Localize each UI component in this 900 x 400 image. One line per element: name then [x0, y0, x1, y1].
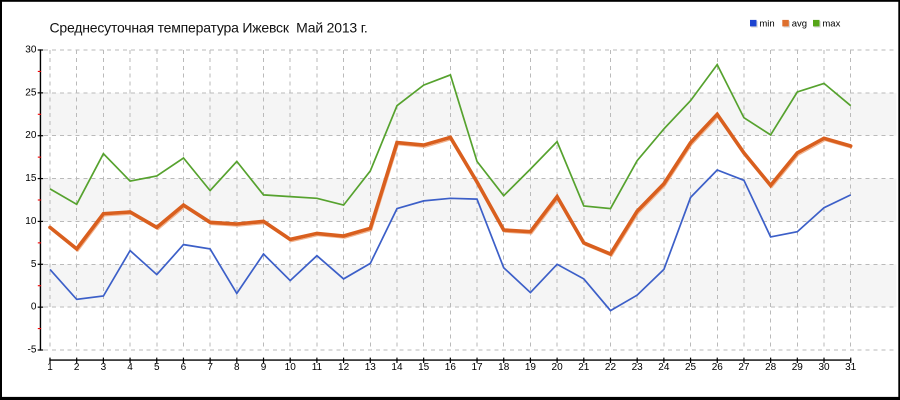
svg-text:avg: avg	[792, 19, 807, 30]
svg-text:24: 24	[658, 362, 670, 373]
svg-text:25: 25	[25, 87, 37, 98]
svg-text:30: 30	[25, 45, 37, 56]
svg-text:21: 21	[578, 362, 590, 373]
svg-text:14: 14	[391, 362, 403, 373]
svg-text:4: 4	[127, 362, 133, 373]
svg-text:6: 6	[181, 362, 187, 373]
svg-text:-5: -5	[27, 345, 36, 356]
svg-text:31: 31	[845, 362, 857, 373]
svg-text:Среднесуточная температура Иже: Среднесуточная температура Ижевск Май 20…	[50, 20, 368, 36]
svg-text:8: 8	[234, 362, 240, 373]
svg-text:12: 12	[338, 362, 350, 373]
svg-text:16: 16	[445, 362, 457, 373]
svg-text:1: 1	[47, 362, 53, 373]
svg-text:27: 27	[738, 362, 750, 373]
svg-text:20: 20	[552, 362, 564, 373]
svg-text:23: 23	[632, 362, 644, 373]
svg-text:2: 2	[74, 362, 80, 373]
svg-text:10: 10	[25, 216, 37, 227]
svg-text:0: 0	[31, 302, 37, 313]
svg-text:17: 17	[471, 362, 483, 373]
svg-text:28: 28	[765, 362, 777, 373]
svg-text:18: 18	[498, 362, 510, 373]
svg-text:7: 7	[207, 362, 213, 373]
svg-text:3: 3	[101, 362, 107, 373]
svg-text:15: 15	[25, 173, 37, 184]
svg-text:30: 30	[818, 362, 830, 373]
svg-text:26: 26	[712, 362, 724, 373]
svg-text:5: 5	[154, 362, 160, 373]
svg-text:max: max	[822, 19, 840, 30]
svg-text:9: 9	[261, 362, 267, 373]
svg-text:22: 22	[605, 362, 617, 373]
svg-text:min: min	[759, 19, 774, 30]
svg-text:11: 11	[312, 362, 323, 373]
svg-text:29: 29	[792, 362, 804, 373]
svg-text:13: 13	[365, 362, 377, 373]
svg-text:19: 19	[525, 362, 537, 373]
svg-text:5: 5	[31, 259, 37, 270]
svg-text:20: 20	[25, 130, 37, 141]
svg-text:10: 10	[285, 362, 297, 373]
svg-text:25: 25	[685, 362, 697, 373]
svg-text:15: 15	[418, 362, 430, 373]
